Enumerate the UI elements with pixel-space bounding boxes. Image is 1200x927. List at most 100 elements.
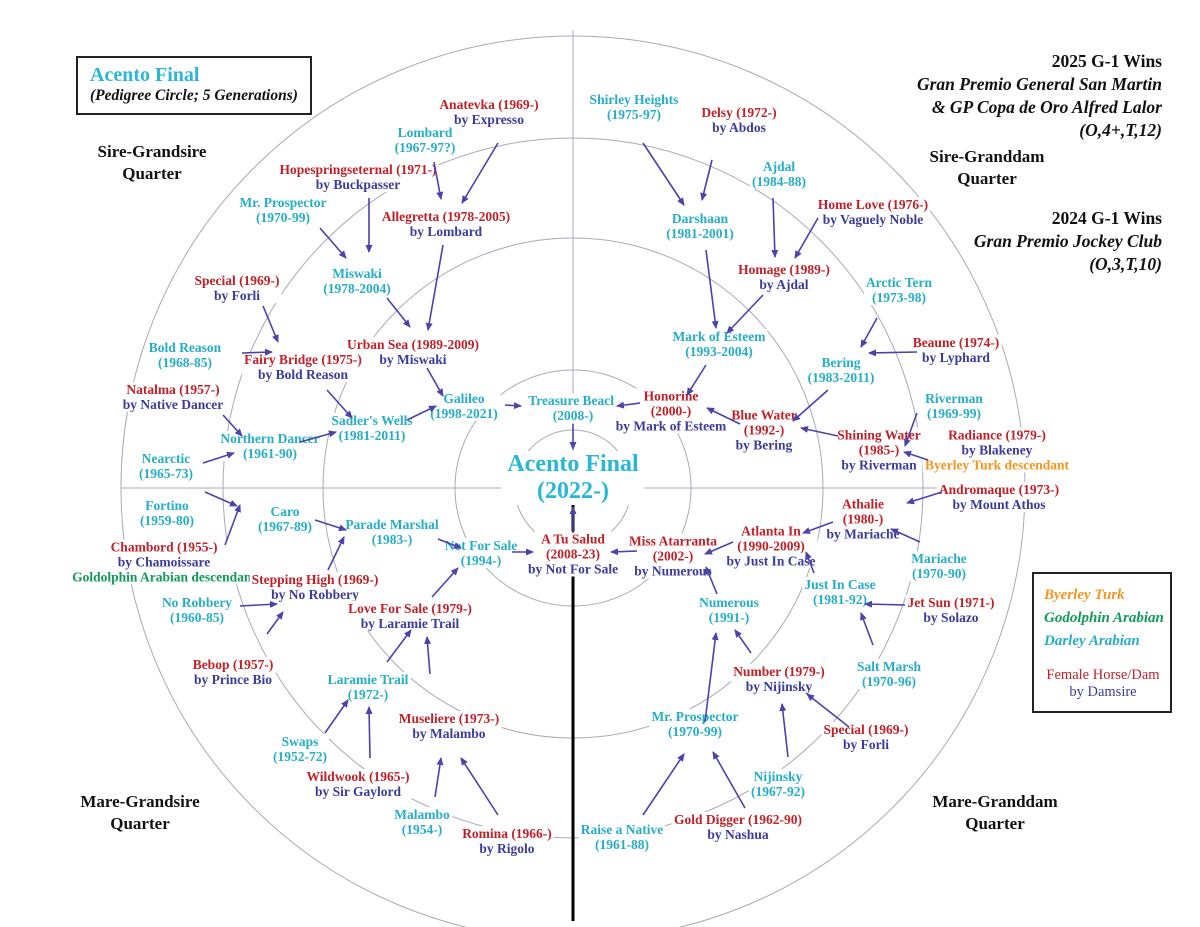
pedigree-node-mr-prospector-dam: Mr. Prospector (1970-99): [649, 709, 741, 739]
legend-box: Byerley Turk Godolphin Arabian Darley Ar…: [1032, 572, 1172, 713]
pedigree-node-stepping-high: Stepping High (1969-) by No Robbery: [249, 572, 381, 602]
horse-name: Acento Final: [507, 451, 639, 477]
horse-name: Number (1979-): [733, 664, 825, 679]
horse-name: Urban Sea (1989-2009): [347, 337, 479, 352]
pedigree-node-nearctic: Nearctic (1965-73): [137, 451, 195, 481]
pedigree-node-beaune: Beaune (1974-) by Lyphard: [910, 335, 1002, 365]
horse-name: Northern Dancer: [220, 431, 320, 446]
pedigree-node-fortino: Fortino (1959-80): [138, 498, 196, 528]
pedigree-node-romina: Romina (1966-) by Rigolo: [460, 826, 554, 856]
pedigree-node-treasure-beach: Treasure Beach (2008-): [526, 393, 620, 423]
damsire-label: by Abdos: [712, 120, 766, 135]
pedigree-node-anatevka: Anatevka (1969-) by Expresso: [437, 97, 541, 127]
damsire-label: by Just In Case: [726, 553, 816, 569]
pedigree-node-athalie: Athalie (1980-) by Mariache: [824, 496, 902, 542]
horse-name: Mr. Prospector: [239, 195, 327, 210]
pedigree-arrow: [712, 751, 746, 809]
horse-name: Delsy (1972-): [701, 105, 777, 120]
horse-name: Mark of Esteem: [672, 329, 766, 344]
damsire-label: by Bold Reason: [257, 367, 349, 382]
pedigree-arrow: [700, 159, 713, 201]
horse-name: (1983-): [371, 532, 413, 547]
pedigree-arrow: [460, 757, 499, 816]
damsire-label: by Mark of Esteem: [615, 418, 727, 434]
legend-item-byerley-turk: Byerley Turk: [1044, 587, 1125, 603]
quarter-label-sire-grandsire: Sire-Grandsire Quarter: [97, 142, 207, 183]
wins-2025-stats: (O,4+,T,12): [1079, 120, 1162, 140]
horse-name: Sadler's Wells: [331, 413, 413, 428]
horse-name: Homage (1989-): [738, 262, 830, 277]
horse-name: Blue Water: [731, 407, 797, 423]
horse-name: (1972-): [347, 687, 389, 702]
pedigree-node-salt-marsh: Salt Marsh (1970-96): [854, 659, 924, 689]
pedigree-arrow: [642, 753, 685, 816]
pedigree-node-wildwook: Wildwook (1965-) by Sir Gaylord: [304, 769, 412, 799]
pedigree-node-arctic-tern: Arctic Tern (1973-98): [863, 275, 935, 305]
pedigree-node-mariache: Mariache (1970-90): [909, 551, 969, 581]
pedigree-node-honorine: Honorine (2000-) by Mark of Esteem: [613, 388, 729, 434]
legend-item-darley-arabian: Darley Arabian: [1044, 633, 1140, 649]
pedigree-node-nijinsky: Nijinsky (1967-92): [749, 769, 807, 799]
pedigree-node-urban-sea: Urban Sea (1989-2009) by Miswaki: [345, 337, 481, 367]
horse-name: (2008-): [552, 408, 594, 423]
horse-name: Darshaan: [671, 211, 729, 226]
horse-name: Beaune (1974-): [912, 335, 1000, 350]
horse-name: Natalma (1957-): [126, 382, 220, 397]
horse-name: Miss Atarranta: [628, 533, 718, 549]
horse-name: Wildwook (1965-): [306, 769, 410, 784]
quarter-label-mare-granddam: Mare-Granddam Quarter: [932, 792, 1058, 833]
pedigree-node-home-love: Home Love (1976-) by Vaguely Noble: [815, 197, 931, 227]
horse-name: Andromaque (1973-): [938, 482, 1060, 497]
horse-name: Mr. Prospector: [651, 709, 739, 724]
horse-name: Special (1969-): [194, 273, 280, 288]
damsire-label: by Nashua: [707, 827, 769, 842]
pedigree-arrow: [860, 612, 874, 646]
pedigree-arrow: [504, 402, 522, 410]
damsire-label: by Riverman: [841, 457, 917, 473]
pedigree-node-malambo: Malambo (1954-): [392, 807, 452, 837]
pedigree-node-love-for-sale: Love For Sale (1979-) by Laramie Trail: [346, 601, 474, 631]
quarter-label-mare-grandsire: Mare-Grandsire Quarter: [80, 792, 200, 833]
horse-name: Laramie Trail: [327, 672, 409, 687]
pedigree-node-sadlers-wells: Sadler's Wells (1981-2011): [329, 413, 415, 443]
legend-item-godolphin-arabian: Godolphin Arabian: [1044, 610, 1164, 626]
pedigree-arrow: [327, 536, 345, 571]
horse-name: (1978-2004): [323, 281, 391, 296]
pedigree-node-natalma: Natalma (1957-) by Native Dancer: [120, 382, 226, 412]
pedigree-arrow: [262, 305, 279, 343]
horse-name: (2022-): [537, 478, 609, 504]
pedigree-arrow: [794, 217, 819, 259]
horse-name: (1981-2001): [666, 226, 734, 241]
horse-name: (2002-): [652, 548, 694, 564]
legend-item-damsire: by Damsire: [1069, 684, 1137, 700]
horse-name: Atlanta In: [741, 523, 801, 539]
damsire-label: by Mariache: [826, 526, 900, 542]
pedigree-arrow: [386, 297, 411, 328]
damsire-label: by Forli: [213, 288, 261, 303]
damsire-label: by Prince Bio: [194, 672, 272, 687]
horse-name: (1975-97): [606, 107, 661, 122]
horse-name: A Tu Salud: [541, 531, 605, 547]
pedigree-node-a-tu-salud: A Tu Salud (2008-23) by Not For Sale: [525, 531, 621, 577]
damsire-label: by Solazo: [923, 610, 979, 625]
pedigree-node-allegretta: Allegretta (1978-2005) by Lombard: [379, 209, 513, 239]
horse-name: (2008-23): [546, 546, 600, 562]
damsire-label: by Mount Athos: [952, 497, 1046, 512]
pedigree-arrow: [642, 142, 685, 206]
horse-name: (1967-92): [751, 784, 805, 799]
horse-name: Shining Water: [837, 427, 921, 443]
pedigree-node-just-in-case: Just In Case (1981-92): [802, 577, 878, 607]
wins-2025-block: 2025 G-1 Wins Gran Premio General San Ma…: [917, 50, 1162, 142]
damsire-label: by Forli: [842, 737, 890, 752]
pedigree-arrow: [239, 600, 278, 608]
horse-name: (1959-80): [140, 513, 194, 528]
pedigree-arrow: [425, 244, 444, 331]
horse-name: Fortino: [145, 498, 189, 513]
pedigree-node-shining-water: Shining Water (1985-) by Riverman: [835, 427, 923, 473]
pedigree-node-andromaque: Andromaque (1973-) by Mount Athos: [936, 482, 1062, 512]
pedigree-node-raise-a-native: Raise a Native (1961-88): [578, 822, 666, 852]
horse-name: (1954-): [401, 822, 443, 837]
pedigree-node-bebop: Bebop (1957-) by Prince Bio: [190, 657, 276, 687]
pedigree-node-darshaan: Darshaan (1981-2001): [664, 211, 736, 241]
horse-name: (1980-): [842, 511, 884, 527]
